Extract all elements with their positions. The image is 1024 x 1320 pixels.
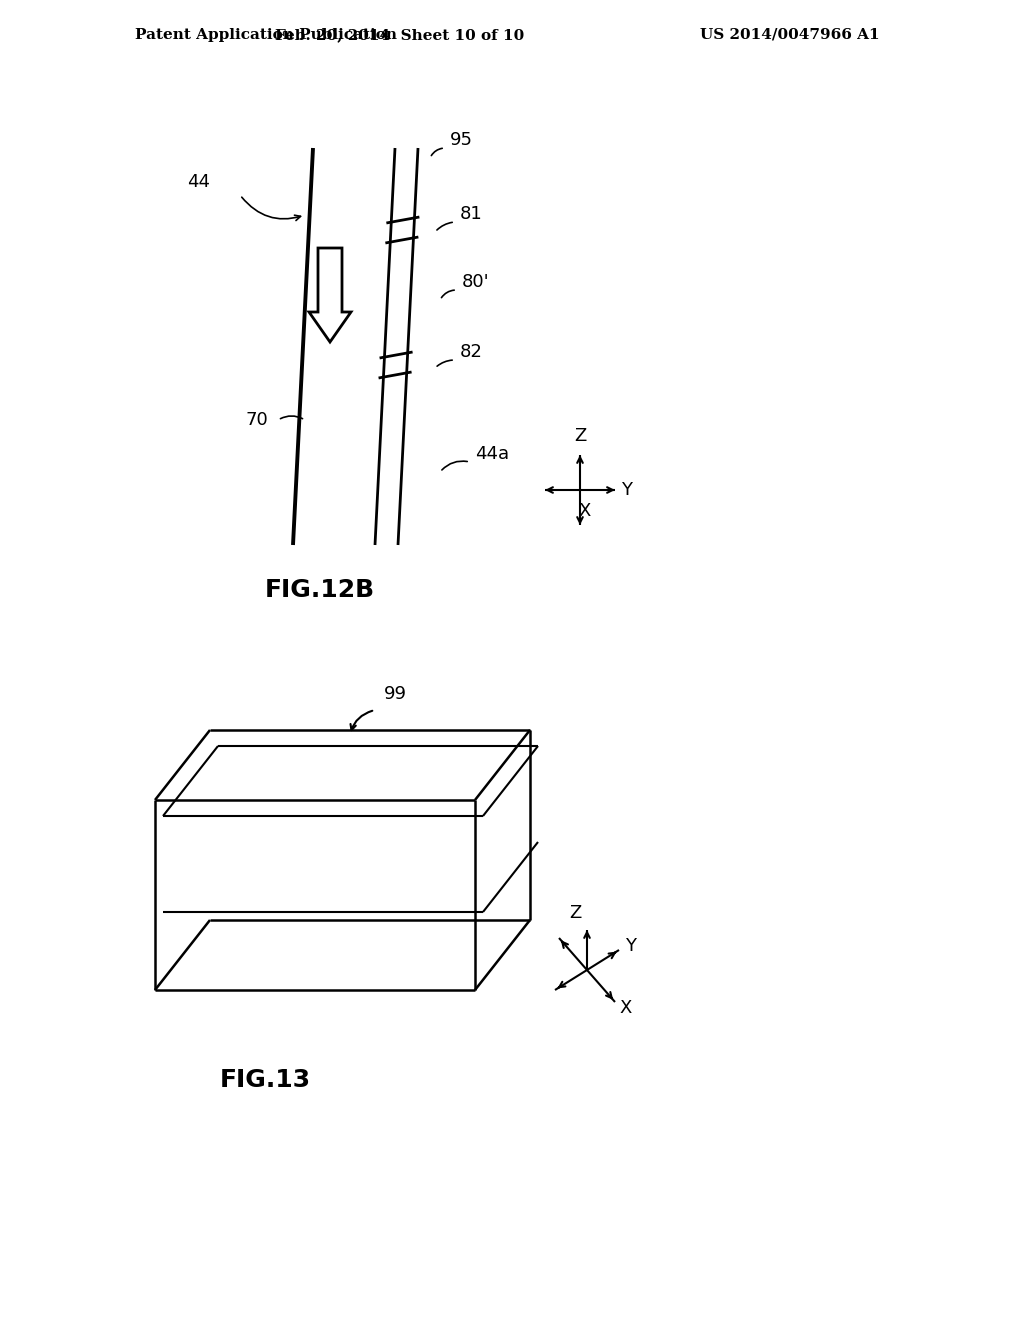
Text: 80': 80' — [462, 273, 489, 290]
Text: Z: Z — [573, 426, 586, 445]
Text: Patent Application Publication: Patent Application Publication — [135, 28, 397, 42]
Text: Y: Y — [625, 937, 636, 954]
Text: 70: 70 — [246, 411, 268, 429]
Text: 44: 44 — [187, 173, 210, 191]
Polygon shape — [309, 248, 351, 342]
Text: 99: 99 — [384, 685, 407, 704]
Text: FIG.13: FIG.13 — [219, 1068, 310, 1092]
Text: 82: 82 — [460, 343, 483, 360]
Text: 81: 81 — [460, 205, 482, 223]
Text: US 2014/0047966 A1: US 2014/0047966 A1 — [700, 28, 880, 42]
Text: 95: 95 — [450, 131, 473, 149]
Text: Y: Y — [622, 480, 633, 499]
Text: Z: Z — [569, 904, 582, 921]
Text: 44a: 44a — [475, 445, 509, 463]
Text: FIG.12B: FIG.12B — [265, 578, 375, 602]
Text: Feb. 20, 2014  Sheet 10 of 10: Feb. 20, 2014 Sheet 10 of 10 — [275, 28, 524, 42]
Text: X: X — [579, 502, 591, 520]
Text: X: X — [618, 999, 632, 1016]
